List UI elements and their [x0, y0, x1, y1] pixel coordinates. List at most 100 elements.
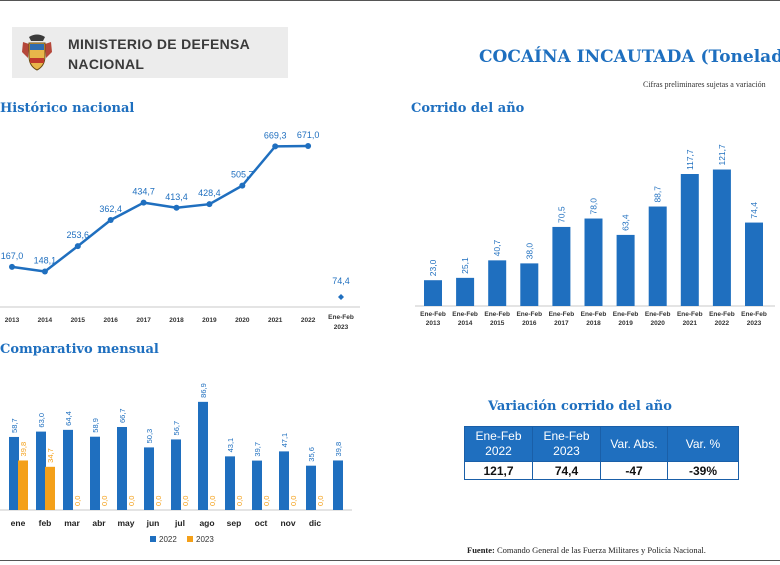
bar-2022: [306, 465, 316, 510]
bar-value-label: 47,1: [280, 433, 289, 448]
x-tick-label: Ene-Feb: [613, 311, 639, 318]
bar-2023: [45, 466, 55, 510]
var-header-2022: Ene-Feb 2022: [464, 426, 533, 462]
bar-value-label: 35,6: [307, 447, 316, 462]
data-point: [305, 142, 312, 149]
legend-label-2022: 2022: [159, 535, 177, 544]
x-tick-label: jun: [146, 518, 160, 528]
var-header-pct: Var. %: [667, 426, 739, 462]
bar-value-label: 88,7: [653, 186, 663, 203]
source-label: Fuente:: [467, 545, 495, 555]
bar-value-label: 0,0: [235, 496, 244, 506]
bar: [584, 218, 603, 306]
bar: [616, 234, 635, 306]
data-label: 74,4: [332, 276, 350, 286]
bar-value-label: 23,0: [428, 259, 438, 276]
x-tick-label: 2015: [490, 320, 505, 327]
bar-2022: [90, 436, 100, 510]
x-tick-label: Ene-Feb: [452, 311, 478, 318]
bar-value-label: 34,7: [46, 448, 55, 463]
bar-2022: [198, 401, 208, 510]
bar-2022: [225, 456, 235, 510]
bar-value-label: 121,7: [717, 144, 727, 166]
bottom-border: [0, 560, 780, 561]
x-tick-label: 2023: [747, 320, 762, 327]
x-tick-label: Ene-Feb: [328, 314, 354, 321]
x-tick-label: 2014: [38, 317, 53, 324]
x-tick-label: 2020: [650, 320, 665, 327]
bar: [456, 277, 475, 306]
ministry-name: MINISTERIO DE DEFENSA NACIONAL: [68, 34, 250, 74]
x-tick-label: may: [117, 518, 134, 528]
x-tick-label: 2013: [426, 320, 441, 327]
bar-value-label: 0,0: [262, 496, 271, 506]
variation-table: Ene-Feb 2022 Ene-Feb 2023 Var. Abs. Var. %…: [464, 426, 739, 480]
bar-value-label: 39,8: [19, 442, 28, 457]
data-point: [338, 294, 344, 300]
bar-2022: [171, 439, 181, 510]
bar-value-label: 56,7: [172, 421, 181, 436]
source-text: Comando General de las Fuerza Militares …: [494, 545, 706, 555]
x-tick-label: Ene-Feb: [549, 311, 575, 318]
bar-2022: [9, 436, 19, 510]
var-header-2023: Ene-Feb 2023: [532, 426, 601, 462]
x-tick-label: 2022: [301, 317, 316, 324]
bar: [424, 280, 442, 306]
ministry-line-1: MINISTERIO DE DEFENSA: [68, 36, 251, 52]
data-label: 362,4: [99, 204, 122, 214]
bar-value-label: 43,1: [226, 438, 235, 453]
source-note: Fuente: Comando General de las Fuerza Mi…: [467, 545, 706, 555]
variation-title: Variación corrido del año: [488, 399, 672, 414]
x-tick-label: 2016: [522, 320, 537, 327]
bar: [520, 263, 539, 306]
bar: [680, 174, 699, 306]
x-tick-label: 2019: [618, 320, 633, 327]
x-tick-label: dic: [309, 518, 322, 528]
bar: [552, 226, 571, 306]
x-tick-label: Ene-Feb: [581, 311, 607, 318]
x-tick-label: 2017: [136, 317, 151, 324]
bar-value-label: 39,7: [253, 442, 262, 457]
x-tick-label: Ene-Feb: [709, 311, 735, 318]
x-tick-label: nov: [280, 518, 295, 528]
bar-value-label: 0,0: [208, 496, 217, 506]
mensual-title: Comparativo mensual: [0, 342, 159, 357]
bar-value-label: 66,7: [118, 408, 127, 423]
x-tick-label: Ene-Feb: [516, 311, 542, 318]
var-value-2022: 121,7: [464, 461, 533, 480]
series-line: [11, 144, 309, 273]
ministry-line-2: NACIONAL: [68, 56, 145, 72]
preliminary-note: Cifras preliminares sujetas a variación: [643, 80, 766, 89]
x-tick-label: Ene-Feb: [741, 311, 767, 318]
bar-2022: [279, 451, 289, 510]
x-tick-label: 2014: [458, 320, 473, 327]
monthly-bar-chart: 58,739,8ene63,034,7feb64,40,0mar58,90,0a…: [0, 383, 352, 544]
x-tick-label: 2015: [71, 317, 86, 324]
x-tick-label: 2019: [202, 317, 217, 324]
data-label: 434,7: [132, 187, 155, 197]
x-tick-label: Ene-Feb: [420, 311, 446, 318]
data-label: 253,6: [67, 230, 90, 240]
bar: [488, 260, 507, 306]
var-header-abs: Var. Abs.: [600, 426, 668, 462]
bar-2023: [18, 460, 28, 510]
x-tick-label: ago: [199, 518, 214, 528]
data-label: 413,4: [165, 192, 188, 202]
legend-swatch-2022: [150, 536, 156, 542]
x-tick-label: 2018: [169, 317, 184, 324]
x-tick-label: sep: [227, 518, 242, 528]
bar-value-label: 63,4: [621, 214, 631, 231]
ministry-logo-box: [12, 27, 288, 78]
x-tick-label: Ene-Feb: [484, 311, 510, 318]
bar-2022: [117, 426, 127, 510]
bar-value-label: 50,3: [145, 429, 154, 444]
bar-value-label: 0,0: [73, 496, 82, 506]
x-tick-label: Ene-Feb: [677, 311, 703, 318]
bar: [648, 206, 667, 306]
data-point: [41, 268, 48, 275]
data-label: 505,7: [231, 170, 254, 180]
bar-2022: [36, 431, 46, 510]
data-point: [140, 199, 147, 206]
x-tick-label: 2023: [334, 324, 349, 331]
corrido-title: Corrido del año: [411, 101, 525, 116]
